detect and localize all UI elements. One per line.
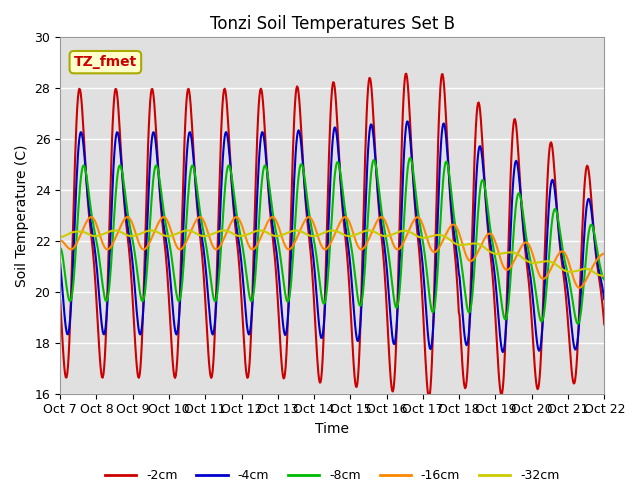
-16cm	[248, 246, 255, 252]
-16cm	[575, 285, 583, 291]
-32cm	[220, 228, 228, 233]
Text: TZ_fmet: TZ_fmet	[74, 55, 137, 69]
-8cm	[56, 245, 64, 251]
Line: -8cm: -8cm	[60, 158, 604, 324]
-16cm	[419, 224, 427, 229]
-16cm	[221, 234, 228, 240]
-16cm	[389, 240, 397, 246]
-4cm	[120, 192, 128, 198]
Line: -4cm: -4cm	[60, 121, 604, 352]
-2cm	[247, 333, 255, 338]
-2cm	[600, 322, 608, 327]
-2cm	[268, 223, 275, 229]
-8cm	[220, 198, 228, 204]
-32cm	[247, 230, 255, 236]
-32cm	[389, 231, 397, 237]
X-axis label: Time: Time	[316, 422, 349, 436]
-2cm	[56, 297, 64, 303]
-4cm	[56, 261, 64, 267]
-32cm	[600, 273, 608, 279]
-8cm	[268, 202, 275, 207]
-2cm	[425, 395, 433, 400]
-16cm	[268, 214, 276, 220]
-32cm	[419, 235, 427, 240]
-8cm	[574, 321, 582, 326]
-8cm	[406, 155, 413, 161]
-16cm	[600, 251, 608, 256]
Line: -16cm: -16cm	[60, 217, 604, 288]
-8cm	[247, 298, 255, 304]
-4cm	[419, 270, 427, 276]
-32cm	[268, 232, 275, 238]
-2cm	[388, 388, 396, 394]
-4cm	[247, 322, 255, 327]
-2cm	[220, 87, 228, 93]
Y-axis label: Soil Temperature (C): Soil Temperature (C)	[15, 144, 29, 287]
-32cm	[56, 234, 64, 240]
-8cm	[600, 277, 608, 283]
-2cm	[419, 314, 427, 320]
-16cm	[56, 238, 64, 243]
Line: -2cm: -2cm	[60, 74, 604, 397]
Title: Tonzi Soil Temperatures Set B: Tonzi Soil Temperatures Set B	[210, 15, 454, 33]
-2cm	[120, 197, 128, 203]
-8cm	[120, 182, 128, 188]
Legend: -2cm, -4cm, -8cm, -16cm, -32cm: -2cm, -4cm, -8cm, -16cm, -32cm	[100, 464, 564, 480]
-32cm	[329, 228, 337, 233]
-4cm	[220, 140, 228, 145]
-16cm	[160, 214, 168, 220]
Line: -32cm: -32cm	[60, 230, 604, 276]
-8cm	[388, 281, 396, 287]
-4cm	[388, 332, 396, 338]
-32cm	[120, 231, 128, 237]
-8cm	[419, 242, 427, 248]
-2cm	[403, 71, 410, 77]
-4cm	[499, 349, 507, 355]
-16cm	[120, 217, 128, 223]
-4cm	[600, 296, 608, 302]
-4cm	[404, 119, 412, 124]
-4cm	[268, 216, 275, 221]
